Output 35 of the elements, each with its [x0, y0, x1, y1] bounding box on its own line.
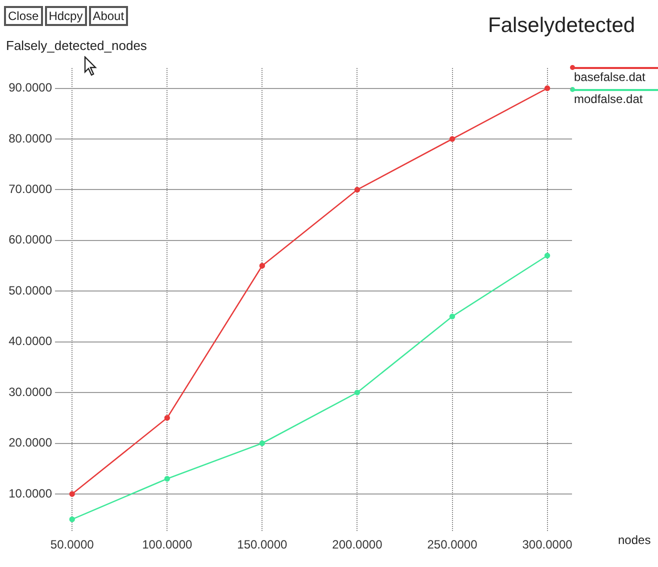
point	[69, 491, 75, 497]
chart-title: Falselydetected	[488, 14, 636, 38]
x-tick-label: 100.0000	[142, 538, 192, 552]
point	[449, 136, 456, 142]
x-tick-label: 250.0000	[427, 538, 478, 552]
x-axis-title: nodes	[618, 533, 651, 547]
point	[354, 390, 360, 396]
y-tick-label: 90.0000	[8, 80, 52, 95]
y-tick-label: 60.0000	[8, 232, 52, 247]
y-tick-label: 80.0000	[8, 131, 52, 146]
y-tick-label: 20.0000	[8, 436, 52, 450]
x-tick-label: 200.0000	[332, 538, 383, 552]
legend-label: basefalse.dat	[574, 70, 646, 84]
text: Close	[4, 6, 43, 26]
point	[164, 476, 170, 482]
point	[544, 252, 550, 258]
y-tick-label: 30.0000	[8, 384, 52, 399]
y-tick-label: 10.0000	[8, 486, 52, 500]
x-tick-label: 50.0000	[50, 538, 94, 552]
y-tick-label: 50.0000	[8, 283, 52, 298]
point	[69, 516, 75, 522]
point	[259, 262, 266, 269]
text: About	[88, 6, 128, 26]
text: Hdcpy	[44, 6, 87, 26]
y-axis-title: Falsely_detected_nodes	[6, 38, 147, 53]
legend-label: modfalse.dat	[574, 92, 643, 106]
x-tick-label: 300.0000	[522, 538, 573, 552]
point	[544, 85, 550, 92]
y-tick-label: 70.0000	[8, 182, 52, 196]
x-tick-label: 150.0000	[237, 538, 288, 552]
point	[449, 314, 456, 320]
y-tick-label: 40.0000	[8, 334, 52, 348]
point	[164, 415, 170, 421]
point	[259, 440, 266, 446]
point	[354, 186, 360, 193]
